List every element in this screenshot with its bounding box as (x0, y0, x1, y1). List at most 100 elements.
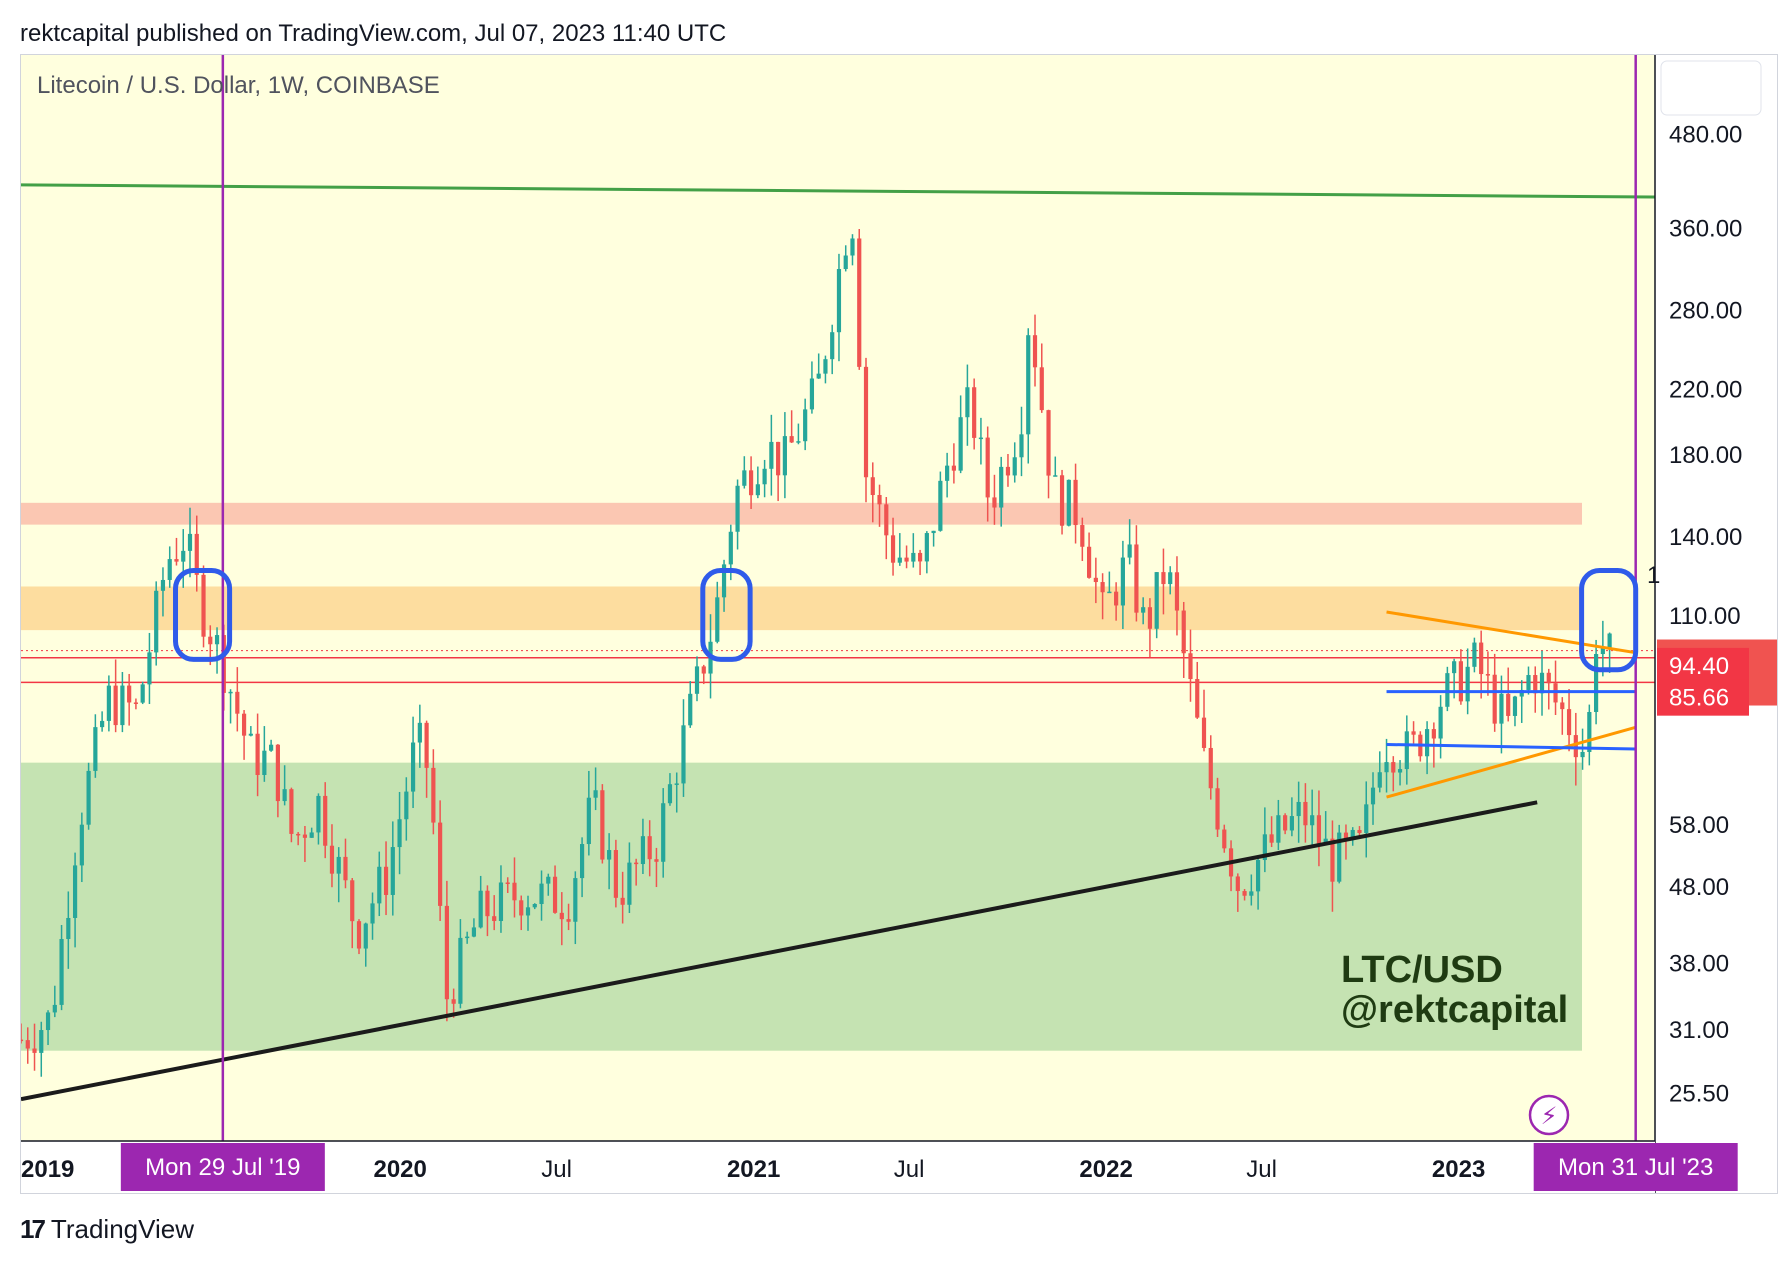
time-marker-text: Mon 29 Jul '19 (145, 1154, 300, 1181)
price-chart[interactable]: Litecoin / U.S. Dollar, 1W, COINBASE LTC/… (21, 55, 1777, 1193)
candle-body (552, 876, 558, 913)
candle-body (174, 559, 179, 562)
candle-body (485, 890, 490, 917)
tradingview-logo-icon: 17 (20, 1214, 46, 1244)
price-axis-menu[interactable] (1660, 60, 1762, 116)
tradingview-brand-text: TradingView (50, 1214, 194, 1244)
candle-body (803, 409, 808, 442)
candle-body (1438, 706, 1443, 739)
candle-body (100, 720, 105, 728)
trendline-range-low[interactable] (1386, 742, 1636, 751)
y-tick-label: 180.00 (1669, 442, 1742, 469)
candle-body (1560, 702, 1565, 710)
y-tick-label: 360.00 (1669, 215, 1742, 242)
candle-body (911, 552, 916, 562)
candle-body (356, 921, 362, 949)
trendline-triangle-bottom[interactable] (1386, 725, 1637, 799)
candle-body (458, 937, 463, 1004)
highlight-box[interactable] (173, 568, 233, 662)
y-tick-label: 48.00 (1669, 874, 1729, 901)
candle-body (113, 685, 118, 726)
candle-body (302, 834, 308, 838)
candle-body (1222, 829, 1227, 849)
trendline-triangle-top[interactable] (1386, 610, 1636, 655)
candle-body (1519, 689, 1524, 697)
candle-body (1181, 610, 1186, 654)
candle-body (830, 332, 835, 360)
x-tick-label: Jul (1246, 1156, 1277, 1183)
candle-body (1445, 673, 1450, 707)
candle-body (924, 533, 929, 562)
trendline-support[interactable] (21, 800, 1538, 1102)
candle-body (715, 597, 720, 642)
candle-body (674, 783, 679, 785)
y-tick-label: 110.00 (1669, 603, 1741, 630)
candle-body (1141, 607, 1146, 613)
y-tick-label: 140.00 (1669, 524, 1742, 551)
candle-body (1492, 674, 1497, 724)
highlight-box[interactable] (1579, 568, 1639, 673)
candle-body (316, 795, 321, 833)
candle-body (877, 495, 882, 505)
candle-body (985, 437, 990, 498)
lightning-icon[interactable] (1528, 1094, 1570, 1136)
candle-body (1147, 607, 1153, 629)
candle-body (1188, 653, 1193, 680)
candle-body (329, 845, 335, 874)
candle-body (559, 912, 564, 920)
candle-body (79, 824, 84, 866)
candle-body (451, 999, 456, 1004)
candle-body (836, 269, 842, 333)
candle-body (951, 465, 956, 471)
candle-body (694, 666, 700, 694)
candle-body (701, 666, 706, 674)
candle-body (863, 366, 869, 478)
candle-body (1053, 475, 1058, 477)
candle-body (627, 862, 632, 905)
candle-body (816, 373, 821, 379)
candle-body (45, 1012, 51, 1031)
price-level-value: 94.40 (1669, 653, 1729, 680)
y-tick-label: 480.00 (1669, 121, 1742, 148)
candle-body (120, 685, 125, 726)
candle-body (1242, 891, 1247, 896)
candle-body (532, 904, 537, 908)
candle-body (525, 907, 531, 916)
candle-body (1337, 832, 1342, 882)
x-tick-label: 2019 (21, 1156, 74, 1183)
candle-body (1026, 335, 1031, 435)
candle-body (654, 859, 659, 862)
candle-body (857, 238, 862, 367)
tradingview-logo[interactable]: 17 TradingView (20, 1214, 194, 1245)
trendline-resistance[interactable] (21, 183, 1656, 199)
candle-body (1350, 829, 1355, 840)
y-tick-label: 31.00 (1669, 1017, 1729, 1044)
symbol-title: Litecoin / U.S. Dollar, 1W, COINBASE (37, 72, 440, 99)
candle-body (478, 890, 483, 928)
candle-body (1073, 479, 1078, 526)
candle-body (945, 465, 950, 481)
price-level-value: 85.66 (1669, 685, 1729, 712)
candle-body (958, 417, 963, 471)
candle-body (241, 713, 247, 736)
candle-body (140, 684, 145, 703)
candle-body (1134, 544, 1139, 613)
highlight-box[interactable] (700, 568, 753, 662)
candle-body (1580, 751, 1585, 758)
candle-body (208, 636, 213, 645)
x-tick-label: 2022 (1079, 1156, 1132, 1183)
candle-body (1593, 654, 1599, 713)
publisher-caption: rektcapital published on TradingView.com… (20, 20, 727, 47)
candle-body (363, 923, 368, 949)
chart-panel[interactable]: Litecoin / U.S. Dollar, 1W, COINBASE LTC/… (20, 54, 1778, 1194)
axis-stray-label: 1 (1647, 562, 1660, 589)
candle-body (133, 702, 139, 704)
candle-body (890, 535, 896, 563)
candle-body (1005, 466, 1011, 476)
candle-body (1458, 661, 1463, 702)
candle-body (1039, 367, 1044, 411)
price-axis[interactable] (1655, 55, 1777, 1193)
candle-body (262, 750, 267, 775)
candle-body (154, 590, 159, 653)
price-level-label (1657, 679, 1749, 716)
